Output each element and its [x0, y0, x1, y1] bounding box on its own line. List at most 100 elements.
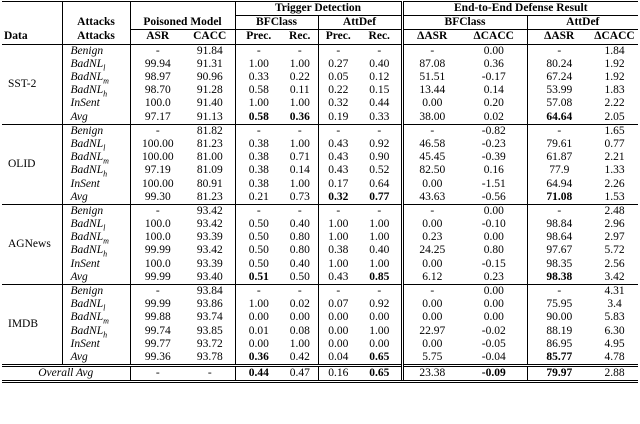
header-row: Attacks Poisoned Model BFClass AttDef BF…	[2, 15, 639, 31]
attack-name: Avg	[70, 110, 88, 123]
value-cell: 0.00	[317, 337, 358, 351]
value-cell: 0.40	[289, 257, 310, 270]
attack-subscript: l	[103, 303, 106, 313]
value-cell: 4.78	[604, 350, 625, 363]
value-cell: -0.04	[481, 350, 506, 363]
value-cell: 0.65	[358, 364, 402, 384]
attack-cell: Benign	[61, 124, 130, 138]
header-cell: ΔCACC	[594, 30, 635, 43]
value-cell: 91.13	[196, 110, 223, 123]
attack-name: Avg	[70, 190, 88, 203]
header-cell: CACC	[193, 30, 227, 43]
value-cell: -0.17	[481, 71, 506, 84]
table-row: InSent 100.0 91.40 1.00 1.00 0.32 0.44 0.00 0.20…	[2, 97, 638, 111]
attack-cell: Benign	[61, 204, 130, 218]
value-cell: 0.80	[289, 244, 310, 257]
value-cell: -	[317, 44, 358, 58]
attack-name: BadNL	[70, 84, 104, 97]
value-cell: -0.23	[481, 137, 506, 150]
header-cell: ΔCACC	[473, 30, 514, 43]
table-row: AGNews Benign -93.42- - - - -0.00-2.48	[2, 204, 639, 250]
value-cell: -	[317, 284, 358, 299]
overall-label: Overall Avg	[2, 364, 130, 384]
attack-cell: BadNLm	[61, 70, 130, 86]
attack-name: Benign	[70, 285, 104, 298]
value-cell: -	[317, 204, 358, 218]
value-cell: 98.35	[526, 257, 591, 271]
table-row: Avg 99.99 93.40 0.51 0.50 0.43 0.85 6.12 0.23 98.…	[2, 270, 638, 285]
value-cell: 85.77	[526, 350, 591, 366]
attack-subscript: h	[103, 169, 108, 179]
value-cell: 0.00	[483, 231, 504, 244]
value-cell: 1.00	[234, 57, 282, 71]
attack-name: BadNL	[70, 57, 104, 70]
value-cell: -0.15	[481, 257, 506, 270]
value-cell: 1.00	[289, 97, 310, 110]
value-cell: 0.00	[234, 337, 282, 351]
value-cell: -	[377, 44, 382, 57]
attack-cell: Avg	[61, 270, 130, 285]
value-cell: 0.00	[400, 311, 461, 325]
table-row: BadNLl 99.94 91.31 1.00 1.00 0.27 0.40 87.08 0.3…	[2, 57, 638, 72]
value-cell: 2.97	[604, 231, 625, 244]
value-cell: 0.43	[317, 270, 358, 285]
table-row: Avg 97.17 91.13 0.58 0.36 0.19 0.33 38.00 0.02 64…	[2, 110, 638, 125]
value-cell: 0.05	[317, 70, 358, 85]
value-cell: 98.70	[129, 84, 185, 98]
value-cell: -	[234, 44, 282, 58]
value-cell: 93.85	[196, 324, 223, 337]
attack-name: InSent	[70, 97, 100, 110]
value-cell: 2.96	[604, 218, 625, 231]
value-cell: 0.02	[483, 110, 504, 123]
value-cell: 77.9	[526, 164, 591, 178]
attack-name: Avg	[70, 350, 88, 363]
table-row: BadNLl 99.99 93.86 1.00 0.02 0.07 0.92 0.00 0.00…	[2, 298, 638, 313]
attack-cell: InSent	[61, 337, 130, 351]
value-cell: 90.96	[196, 71, 223, 84]
value-cell: 87.08	[400, 57, 461, 71]
attack-subscript: m	[103, 316, 109, 326]
attack-name: Benign	[70, 124, 104, 137]
value-cell: 1.00	[289, 137, 310, 150]
value-cell: 97.19	[129, 164, 185, 178]
value-cell: -	[400, 124, 461, 138]
dataset-cell: IMDB	[8, 318, 39, 330]
value-cell: 0.00	[483, 285, 504, 298]
attack-cell: Avg	[61, 350, 130, 366]
attack-cell: Benign	[61, 44, 130, 58]
table-row: BadNLm 99.88 93.74 0.00 0.00 0.00 0.00 0.00 0.00…	[2, 311, 638, 326]
value-cell: 93.39	[196, 231, 223, 244]
table-row: BadNLm 100.00 81.00 0.38 0.71 0.43 0.90 45.45 -0…	[2, 151, 638, 165]
value-cell: -	[234, 204, 282, 218]
value-cell: 2.21	[604, 151, 625, 164]
value-cell: 0.65	[369, 350, 390, 363]
value-cell: 99.94	[129, 57, 185, 71]
value-cell: 1.00	[317, 257, 358, 271]
value-cell: 0.00	[317, 311, 358, 325]
value-cell: 1.00	[289, 337, 310, 350]
value-cell: 81.09	[196, 164, 223, 177]
value-cell: -	[377, 204, 382, 217]
attack-subscript: m	[103, 76, 109, 86]
table-row: IMDB Benign -93.84- - - - -0.00-4.31	[2, 284, 639, 330]
value-cell: -	[297, 285, 302, 298]
value-cell: 0.40	[369, 244, 390, 257]
value-cell: 0.92	[369, 298, 390, 311]
value-cell: 0.58	[234, 110, 282, 125]
value-cell: -	[129, 44, 185, 58]
value-cell: 1.84	[604, 44, 625, 57]
value-cell: 86.95	[526, 337, 591, 351]
value-cell: 67.24	[526, 70, 591, 85]
value-cell: 0.33	[369, 110, 390, 123]
value-cell: 80.24	[526, 57, 591, 71]
attack-cell: Benign	[61, 284, 130, 299]
value-cell: 97.67	[526, 244, 591, 258]
header-cell: AttDef	[317, 15, 402, 31]
value-cell: 0.73	[289, 190, 310, 203]
value-cell: 2.05	[604, 110, 625, 123]
value-cell: 0.32	[317, 97, 358, 111]
value-cell: 0.58	[234, 84, 282, 98]
attack-name: Benign	[70, 44, 104, 57]
value-cell: 0.00	[400, 337, 461, 351]
table-row: BadNLm 98.97 90.96 0.33 0.22 0.05 0.12 51.51 -0.…	[2, 70, 638, 86]
